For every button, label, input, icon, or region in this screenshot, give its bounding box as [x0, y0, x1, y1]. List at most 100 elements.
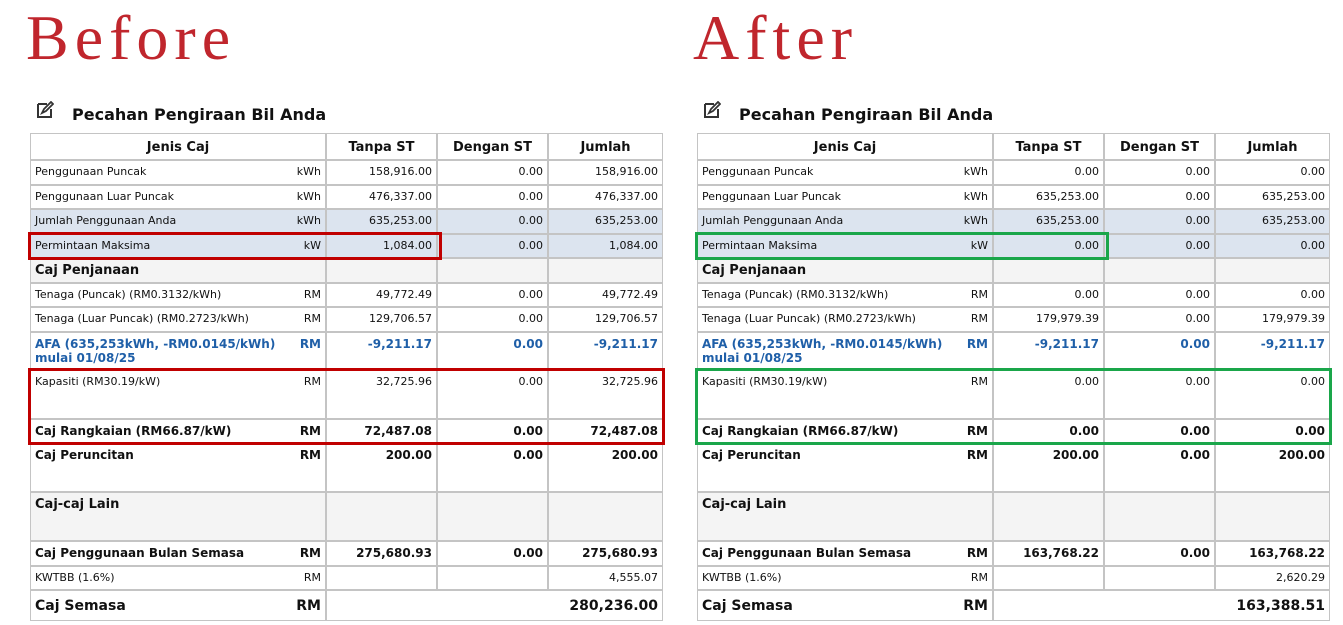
row-value: 158,916.00 — [548, 160, 663, 185]
row-label: AFA (635,253kWh, -RM0.0145/kWh) mulai 01… — [30, 331, 326, 370]
row-value: 0.00 — [437, 443, 548, 492]
row-value: 0.00 — [1104, 282, 1215, 307]
row-value: 200.00 — [1215, 443, 1330, 492]
panel-heading: After — [693, 2, 859, 73]
row-value: 179,979.39 — [1215, 307, 1330, 332]
panel-title: Pecahan Pengiraan Bil Anda — [72, 105, 327, 124]
highlight-box — [28, 367, 665, 445]
row-label: Tenaga (Luar Puncak) (RM0.2723/kWh) RM — [697, 307, 993, 332]
row-value: 49,772.49 — [548, 282, 663, 307]
row-value: 275,680.93 — [326, 541, 437, 566]
row-value: 635,253.00 — [548, 209, 663, 234]
row-value: -9,211.17 — [993, 331, 1104, 370]
unit: RM — [963, 598, 988, 614]
row-empty — [437, 565, 548, 590]
row-empty — [993, 258, 1104, 283]
row-label: Caj Semasa RM — [697, 590, 993, 621]
row-value: 0.00 — [437, 160, 548, 185]
row-label: Penggunaan Luar Puncak kWh — [697, 184, 993, 209]
row-value: 0.00 — [437, 233, 548, 258]
row-value: 0.00 — [1215, 233, 1330, 258]
row-empty — [326, 565, 437, 590]
row-value: 129,706.57 — [548, 307, 663, 332]
row-label: Caj Penjanaan — [30, 258, 326, 283]
row-value: 0.00 — [437, 541, 548, 566]
unit: kWh — [963, 165, 988, 178]
column-header: Tanpa ST — [326, 133, 437, 160]
row-value: 0.00 — [1215, 418, 1330, 443]
unit: kWh — [296, 165, 321, 178]
row-empty — [993, 492, 1104, 541]
row-empty — [993, 565, 1104, 590]
column-header: Jumlah — [548, 133, 663, 160]
row-label: AFA (635,253kWh, -RM0.0145/kWh) mulai 01… — [697, 331, 993, 370]
row-value: 49,772.49 — [326, 282, 437, 307]
edit-icon — [36, 100, 55, 119]
row-label: Caj Peruncitan RM — [697, 443, 993, 492]
unit: RM — [299, 423, 321, 438]
edit-icon-svg — [704, 100, 722, 118]
row-total: 2,620.29 — [1215, 565, 1330, 590]
row-label: Caj Penjanaan — [697, 258, 993, 283]
row-value: 0.00 — [1104, 331, 1215, 370]
highlight-box — [28, 231, 442, 260]
unit: kW — [303, 238, 321, 252]
column-header: Jumlah — [1215, 133, 1330, 160]
unit: RM — [303, 570, 321, 584]
row-value: 0.00 — [437, 307, 548, 332]
row-value: 0.00 — [1104, 443, 1215, 492]
row-label: KWTBB (1.6%) RM — [697, 565, 993, 590]
row-value: 0.00 — [1215, 282, 1330, 307]
row-value: 0.00 — [1104, 233, 1215, 258]
row-label: Caj Semasa RM — [30, 590, 326, 621]
row-total: 4,555.07 — [548, 565, 663, 590]
row-value: 200.00 — [993, 443, 1104, 492]
unit: kWh — [296, 214, 321, 227]
unit: RM — [970, 312, 988, 325]
highlight-box — [695, 231, 1109, 260]
unit: RM — [970, 570, 988, 584]
row-value: 476,337.00 — [548, 184, 663, 209]
row-value: 635,253.00 — [326, 209, 437, 234]
row-label: Caj Penggunaan Bulan Semasa RM — [697, 541, 993, 566]
row-label: Caj Penggunaan Bulan Semasa RM — [30, 541, 326, 566]
row-label: Jumlah Penggunaan Anda kWh — [30, 209, 326, 234]
edit-icon — [703, 100, 722, 119]
row-value: 0.00 — [1104, 541, 1215, 566]
row-label: Kapasiti (RM30.19/kW) RM — [697, 369, 993, 419]
row-value: 0.00 — [1104, 160, 1215, 185]
row-value: 1,084.00 — [326, 233, 437, 258]
row-empty — [1104, 258, 1215, 283]
row-label: Tenaga (Puncak) (RM0.3132/kWh) RM — [697, 282, 993, 307]
row-empty — [1104, 492, 1215, 541]
row-value: 179,979.39 — [993, 307, 1104, 332]
row-label: Kapasiti (RM30.19/kW) RM — [30, 369, 326, 419]
row-label: Caj Rangkaian (RM66.87/kW) RM — [30, 418, 326, 443]
unit: kWh — [963, 189, 988, 203]
row-value: 0.00 — [1104, 307, 1215, 332]
row-value: 163,768.22 — [1215, 541, 1330, 566]
row-label: Penggunaan Puncak kWh — [697, 160, 993, 185]
row-value: -9,211.17 — [326, 331, 437, 370]
row-value: 0.00 — [1215, 160, 1330, 185]
panel-title: Pecahan Pengiraan Bil Anda — [739, 105, 994, 124]
unit: RM — [970, 287, 988, 301]
row-value: 635,253.00 — [993, 184, 1104, 209]
row-value: 0.00 — [437, 209, 548, 234]
row-empty — [437, 492, 548, 541]
unit: RM — [966, 336, 988, 351]
row-empty — [326, 258, 437, 283]
row-value: 635,253.00 — [1215, 184, 1330, 209]
row-value: 275,680.93 — [548, 541, 663, 566]
edit-icon-svg — [37, 100, 55, 118]
row-empty — [1215, 492, 1330, 541]
row-label: Tenaga (Puncak) (RM0.3132/kWh) RM — [30, 282, 326, 307]
panel-heading: Before — [26, 2, 237, 73]
row-value: 0.00 — [993, 233, 1104, 258]
unit: RM — [966, 546, 988, 560]
row-value: 0.00 — [1215, 369, 1330, 419]
row-empty — [548, 492, 663, 541]
column-header: Dengan ST — [1104, 133, 1215, 160]
row-label: Caj-caj Lain — [30, 492, 326, 541]
